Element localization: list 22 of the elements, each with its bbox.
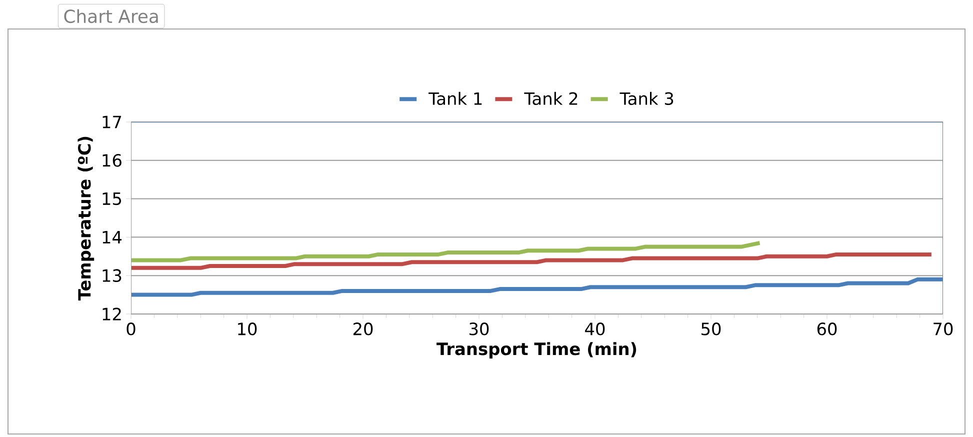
legend-label: Tank 3 bbox=[620, 92, 674, 106]
x-tick-label: 40 bbox=[585, 322, 605, 336]
text: Chart Area bbox=[64, 9, 158, 24]
x-tick-label: 10 bbox=[238, 322, 257, 336]
x-tick-label: 50 bbox=[702, 322, 721, 336]
x-tick-label: 20 bbox=[353, 322, 373, 336]
x-tick-label: 30 bbox=[470, 322, 489, 336]
y-tick-label: 12 bbox=[102, 308, 121, 320]
y-tick-label: 15 bbox=[102, 192, 122, 206]
y-tick-label: 16 bbox=[102, 154, 122, 167]
legend-label: Tank 2 bbox=[524, 92, 578, 106]
y-tick-label: 17 bbox=[102, 116, 122, 128]
x-tick-label: 0 bbox=[126, 322, 136, 336]
x-axis-title: Transport Time (min) bbox=[436, 342, 636, 359]
x-tick-label: 70 bbox=[934, 322, 953, 336]
x-tick-label: 60 bbox=[817, 322, 837, 336]
y-axis-title: Temperature (ºC) bbox=[78, 136, 94, 300]
line-series bbox=[131, 240, 762, 262]
line-series bbox=[131, 252, 934, 270]
y-tick-label: 13 bbox=[102, 269, 122, 282]
y-tick-label: 14 bbox=[102, 231, 122, 244]
legend-label: Tank 1 bbox=[428, 92, 482, 106]
